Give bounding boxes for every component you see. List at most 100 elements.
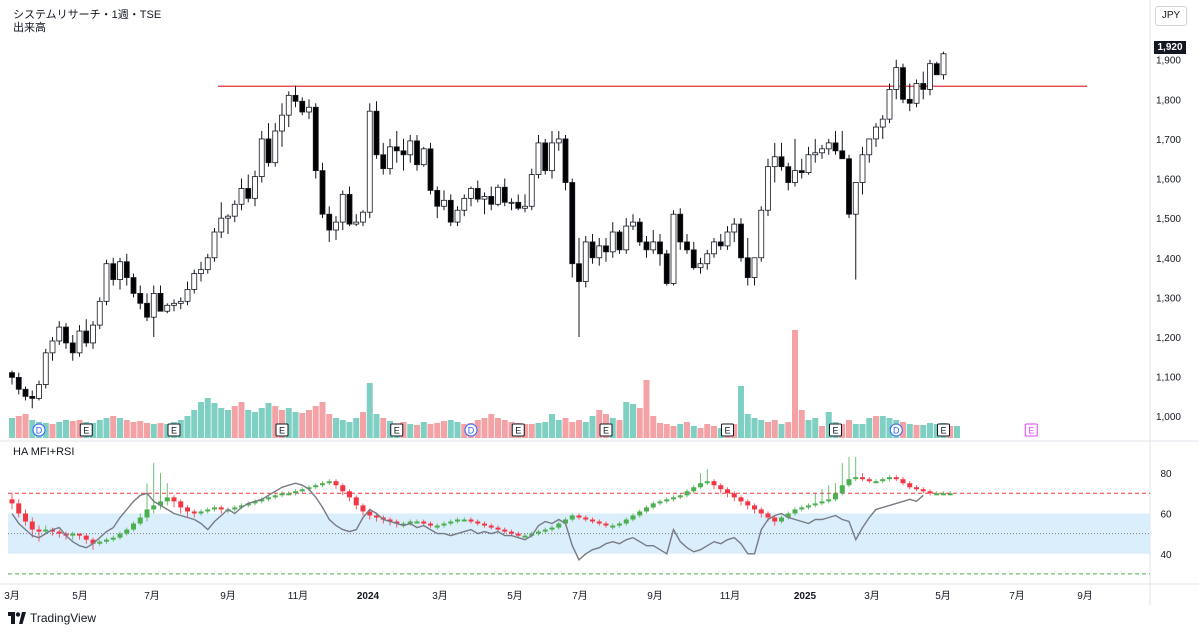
volume-bar	[387, 421, 393, 438]
ha-mfi-candle	[164, 497, 170, 502]
ha-mfi-candle	[279, 493, 285, 496]
time-tick-label: 11月	[720, 590, 740, 602]
candle-body	[535, 142, 542, 175]
volume-bar	[252, 412, 258, 438]
candle-body	[69, 342, 76, 354]
ha-mfi-candle	[819, 501, 825, 504]
candle-body	[285, 94, 292, 116]
volume-bar	[616, 420, 623, 438]
candle-body	[650, 241, 657, 251]
candle-body	[738, 223, 744, 259]
candle-body	[90, 324, 96, 344]
candle-body	[400, 150, 407, 156]
ha-mfi-candle	[29, 521, 35, 530]
ha-mfi-candle	[549, 527, 555, 530]
ha-mfi-candle	[455, 519, 460, 522]
candle-body	[643, 241, 650, 251]
volume-bar	[873, 416, 879, 438]
volume-bar	[488, 414, 495, 438]
volume-bar	[481, 418, 488, 438]
candle-body	[603, 245, 609, 253]
time-tick-label: 7月	[1009, 590, 1025, 602]
ha-mfi-candle	[171, 497, 177, 502]
candle-body	[596, 245, 603, 259]
volume-bar	[380, 418, 387, 438]
volume-bar	[555, 420, 562, 438]
ha-mfi-candle	[752, 505, 757, 510]
volume-bar	[771, 420, 778, 438]
candle-body	[252, 176, 258, 199]
tradingview-brand[interactable]: TradingView	[8, 611, 96, 625]
volume-bar	[501, 420, 508, 438]
volume-bar	[63, 420, 69, 438]
candle-body	[758, 209, 765, 259]
candle-body	[724, 231, 731, 247]
ha-mfi-candle	[158, 501, 163, 506]
ha-mfi-candle	[826, 499, 832, 502]
candle-body	[792, 170, 798, 183]
ha-mfi-candle	[590, 519, 595, 522]
dividend-marker	[889, 423, 903, 437]
ha-mfi-candle	[880, 479, 886, 482]
earnings-marker-letter: E	[394, 426, 400, 436]
ha-mfi-candle	[232, 507, 238, 510]
candle-body	[157, 293, 164, 312]
candle-body	[684, 241, 690, 251]
candle-body	[218, 217, 225, 233]
volume-bar	[373, 414, 380, 438]
candle-body	[42, 352, 49, 385]
ha-mfi-candle	[515, 533, 521, 536]
earnings-marker-letter: E	[279, 426, 285, 436]
candle-body	[380, 154, 387, 170]
candle-body	[333, 221, 339, 231]
volume-bar	[420, 422, 427, 438]
ha-mfi-candle	[212, 507, 217, 510]
ha-mfi-candle	[401, 523, 406, 526]
volume-bar	[947, 426, 954, 438]
candle-body	[576, 263, 582, 282]
candle-body	[366, 110, 373, 213]
currency-button[interactable]: JPY	[1155, 6, 1187, 26]
volume-bar	[684, 422, 690, 438]
time-tick-label: 9月	[1077, 590, 1093, 602]
volume-bar	[933, 424, 940, 438]
ha-mfi-candle	[799, 507, 805, 510]
volume-bar	[825, 412, 832, 438]
ha-mfi-candle	[509, 531, 514, 534]
ha-mfi-candle	[151, 505, 157, 510]
volume-bar	[886, 418, 893, 438]
candle-body	[886, 89, 893, 120]
volume-bar	[542, 422, 549, 438]
volume-bar	[123, 420, 130, 438]
volume-bar	[29, 420, 36, 438]
candle-body	[150, 293, 157, 318]
volume-bar	[56, 422, 63, 438]
ha-mfi-candle	[272, 495, 278, 498]
candle-body	[474, 188, 481, 200]
volume-bar	[407, 424, 414, 438]
volume-bar	[846, 420, 852, 438]
ha-mfi-candle	[927, 491, 933, 494]
volume-bar	[76, 420, 83, 438]
earnings-marker	[511, 423, 525, 437]
ha-mfi-candle	[556, 523, 562, 528]
volume-bar	[353, 418, 360, 438]
time-tick-label: 3月	[4, 590, 20, 602]
candle-body	[812, 152, 819, 156]
ha-mfi-candle	[43, 529, 49, 532]
ha-mfi-candle	[117, 533, 123, 538]
candle-body	[326, 213, 333, 231]
ha-mfi-candle	[711, 481, 717, 486]
volume-bar	[144, 423, 150, 438]
earnings-marker	[79, 423, 93, 437]
symbol-title: システムリサーチ・1週・TSE	[13, 9, 162, 21]
candle-body	[387, 146, 393, 170]
earnings-marker	[167, 423, 181, 437]
ha-mfi-candle	[428, 523, 433, 526]
volume-bar	[792, 330, 798, 438]
volume-bar	[738, 386, 744, 438]
ha-mfi-candle	[812, 503, 818, 506]
volume-bar	[906, 424, 913, 438]
time-tick-label: 5月	[935, 590, 951, 602]
